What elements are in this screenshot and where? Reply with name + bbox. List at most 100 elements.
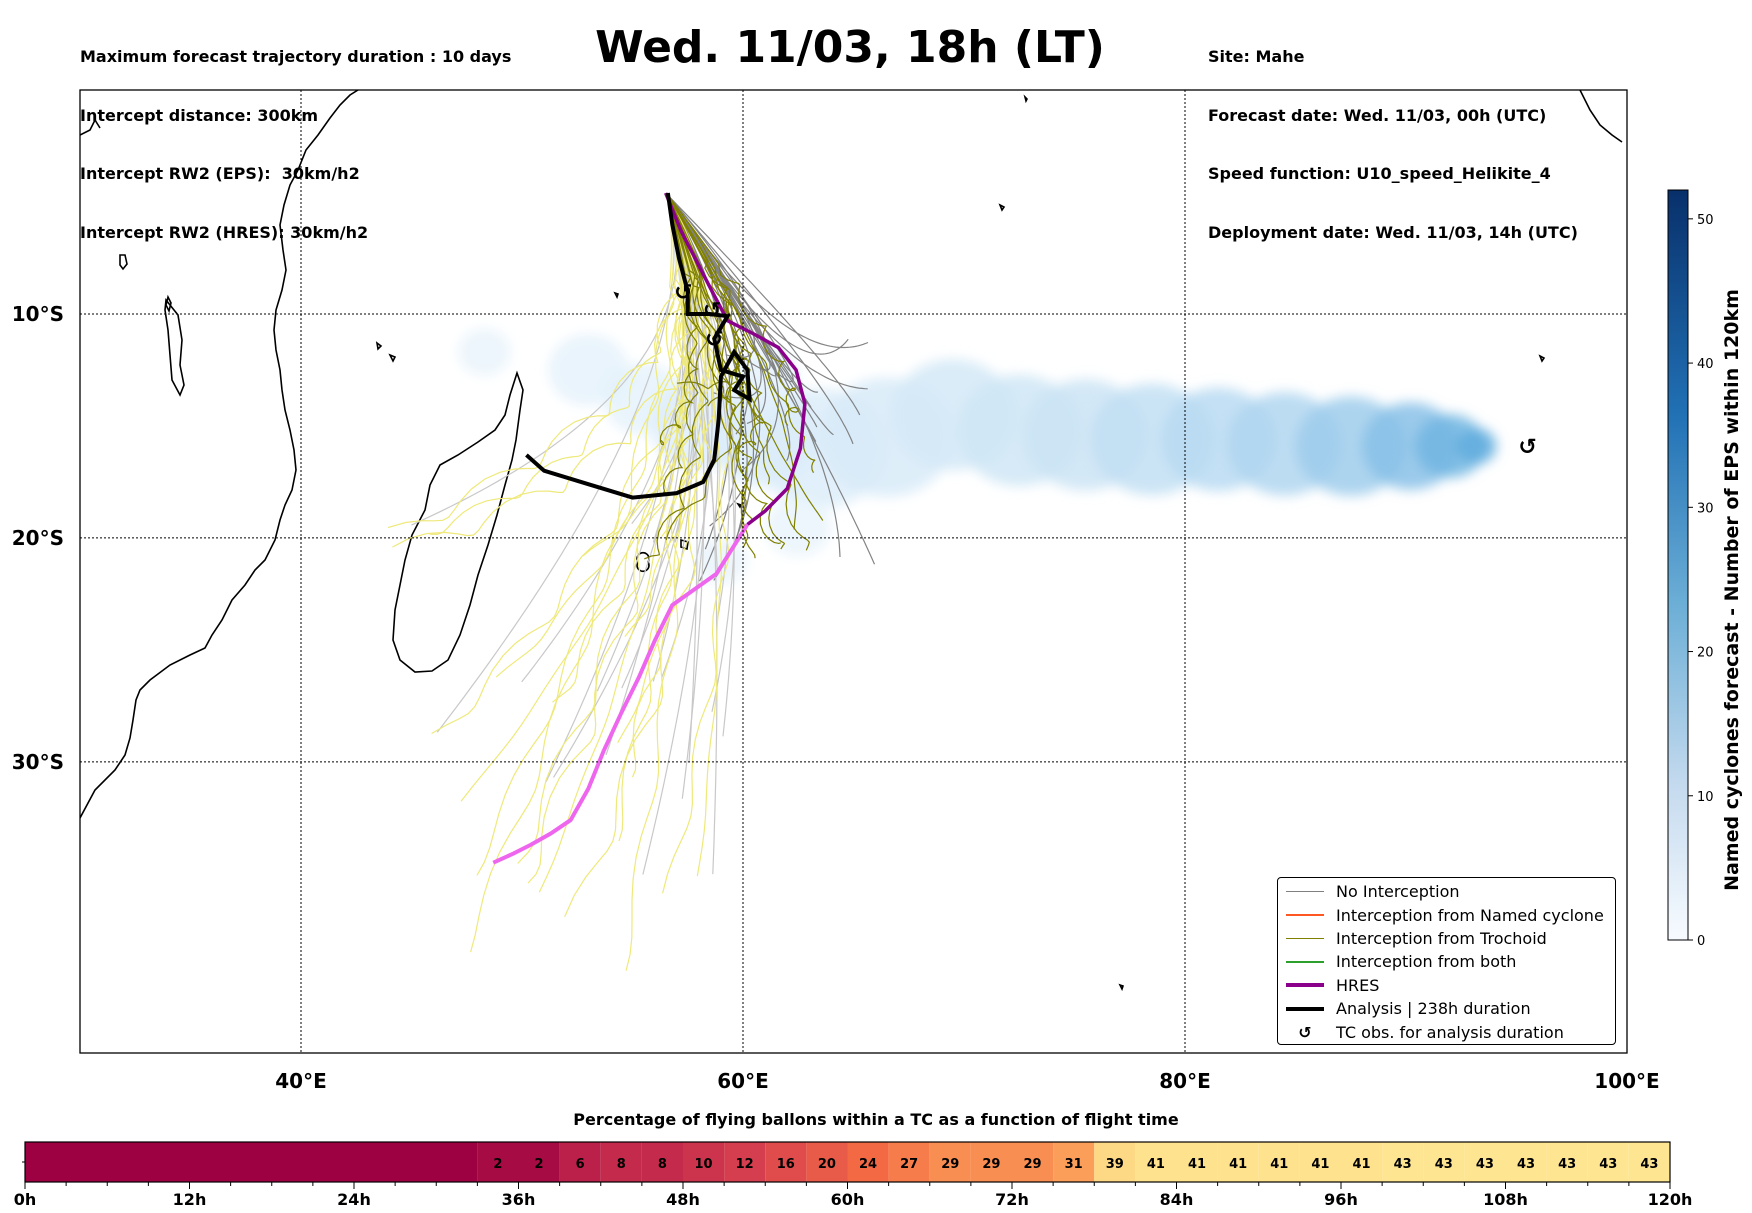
pct-cell-label: 43 — [1517, 1157, 1535, 1172]
pct-cell — [518, 1142, 560, 1182]
pct-cell — [683, 1142, 725, 1182]
colorbar-tick-label: 30 — [1697, 501, 1714, 516]
header-site: Site: Mahe — [1208, 47, 1305, 66]
map-frame — [79, 89, 1628, 1054]
legend-swatch — [1286, 931, 1324, 945]
pct-cell-label: 41 — [1353, 1157, 1371, 1172]
pct-cell — [847, 1142, 889, 1182]
africa-coast — [80, 90, 359, 819]
ensemble-trajectory — [476, 195, 682, 876]
sumatra-coast — [1579, 90, 1623, 143]
pct-cell — [806, 1142, 848, 1182]
cocos-island — [1538, 354, 1546, 363]
ensemble-trajectory — [617, 195, 706, 743]
pct-cell — [1505, 1142, 1547, 1182]
pct-cell-label: 43 — [1476, 1157, 1494, 1172]
ensemble-trajectory — [644, 195, 709, 560]
pct-cell-label: 12 — [736, 1157, 754, 1172]
pct-cell — [1217, 1142, 1259, 1182]
ensemble-trajectory — [667, 195, 816, 474]
pct-cell-label: 41 — [1147, 1157, 1165, 1172]
pct-cell-label: 43 — [1599, 1157, 1617, 1172]
ensemble-trajectory — [667, 195, 810, 551]
legend-swatch — [1286, 978, 1324, 992]
colorbar-ticks: 0 10 20 30 40 50 — [1688, 213, 1714, 949]
tc-observations: ↺ ↺ ↺ ↺ — [674, 281, 1537, 461]
pct-cell-label: 29 — [1024, 1157, 1042, 1172]
legend-swatch — [1286, 955, 1324, 969]
hres-track — [664, 192, 807, 526]
header-speed-function: Speed function: U10_speed_Helikite_4 — [1208, 164, 1551, 183]
ensemble-trajectory — [667, 194, 755, 581]
ensemble-trajectory — [429, 195, 678, 536]
tc-obs-icon: ↺ — [674, 281, 692, 306]
pct-tick-label: 12h — [173, 1190, 207, 1209]
pct-tick-label: 48h — [666, 1190, 700, 1209]
legend-label: No Interception — [1336, 882, 1460, 902]
pct-cell — [1012, 1142, 1054, 1182]
lake-malawi — [164, 297, 185, 397]
colorbar-tick-label: 40 — [1697, 357, 1714, 372]
pct-tick-label: 60h — [831, 1190, 865, 1209]
colorbar-tick-label: 50 — [1697, 213, 1714, 228]
pct-cell — [1546, 1142, 1588, 1182]
legend-label: Interception from Named cyclone — [1336, 905, 1604, 925]
rodrigues-island — [736, 502, 743, 509]
legend-item: Interception from Trochoid — [1286, 927, 1615, 950]
pct-cell — [600, 1142, 642, 1182]
percentage-bar-title: Percentage of flying ballons within a TC… — [573, 1110, 1179, 1129]
header-left: Maximum forecast trajectory duration : 1… — [80, 8, 511, 262]
pct-tick-label: 72h — [995, 1190, 1029, 1209]
lat-tick-label: 10°S — [12, 302, 64, 326]
header-deployment-date: Deployment date: Wed. 11/03, 14h (UTC) — [1208, 222, 1578, 242]
header-intercept-distance: Intercept distance: 300km — [80, 105, 319, 125]
pct-cell — [1341, 1142, 1383, 1182]
pct-tick-label: 36h — [502, 1190, 536, 1209]
coastline — [80, 90, 1623, 992]
madagascar-coast — [392, 370, 524, 673]
gridlines — [80, 90, 1627, 1053]
comoros-2 — [388, 353, 397, 363]
pct-cell — [1299, 1142, 1341, 1182]
pct-tick-label: 0h — [14, 1190, 37, 1209]
pct-cell — [929, 1142, 971, 1182]
pct-cell — [1587, 1142, 1629, 1182]
colorbar-tick-label: 10 — [1697, 790, 1714, 805]
pct-cell-label: 2 — [535, 1157, 544, 1172]
pct-cell-label: 8 — [617, 1157, 626, 1172]
pct-cell-empty — [25, 1142, 478, 1182]
hres-track-late — [492, 523, 750, 865]
density-blob — [457, 328, 511, 376]
pct-cell-label: 27 — [900, 1157, 918, 1172]
lon-tick-label: 40°E — [275, 1069, 327, 1093]
lon-tick-labels: 40°E 60°E 80°E 100°E — [275, 1069, 1659, 1093]
legend-swatch — [1286, 908, 1324, 922]
maldives-island — [1023, 94, 1028, 104]
pct-cell-label: 41 — [1188, 1157, 1206, 1172]
ensemble-trajectory — [667, 194, 799, 426]
legend-item: Interception from both — [1286, 950, 1615, 973]
pct-cell — [1258, 1142, 1300, 1182]
ensemble-trajectory — [667, 194, 854, 445]
legend-item: HRES — [1286, 974, 1615, 997]
lon-tick-label: 100°E — [1594, 1069, 1659, 1093]
percentage-bar: 2 2 6 8 8 10 12 16 20 24 27 29 29 29 31 39 41 41 41 41 41 41 4… — [22, 1141, 1671, 1183]
tc-obs-icon: ↺ — [1298, 1022, 1312, 1042]
tc-obs-icon: ↺ — [1518, 435, 1536, 460]
comoros-1 — [375, 341, 383, 351]
legend-item: No Interception — [1286, 880, 1615, 903]
chagos-island — [998, 203, 1006, 212]
pct-cell — [1382, 1142, 1424, 1182]
pct-cell-label: 8 — [658, 1157, 667, 1172]
page-title: Wed. 11/03, 18h (LT) — [595, 22, 1105, 73]
legend-item: ↺ TC obs. for analysis duration — [1286, 1020, 1615, 1043]
legend-swatch — [1286, 885, 1324, 899]
pct-cell — [970, 1142, 1012, 1182]
pct-cell — [1628, 1142, 1670, 1182]
pct-tick-label: 84h — [1160, 1190, 1194, 1209]
map-area: ↺ ↺ ↺ ↺ — [80, 90, 1627, 1053]
lon-tick-label: 60°E — [717, 1069, 769, 1093]
cyclone-density-layer — [457, 328, 1497, 585]
pemba-island — [119, 254, 128, 271]
ensemble-trajectory — [411, 195, 678, 526]
